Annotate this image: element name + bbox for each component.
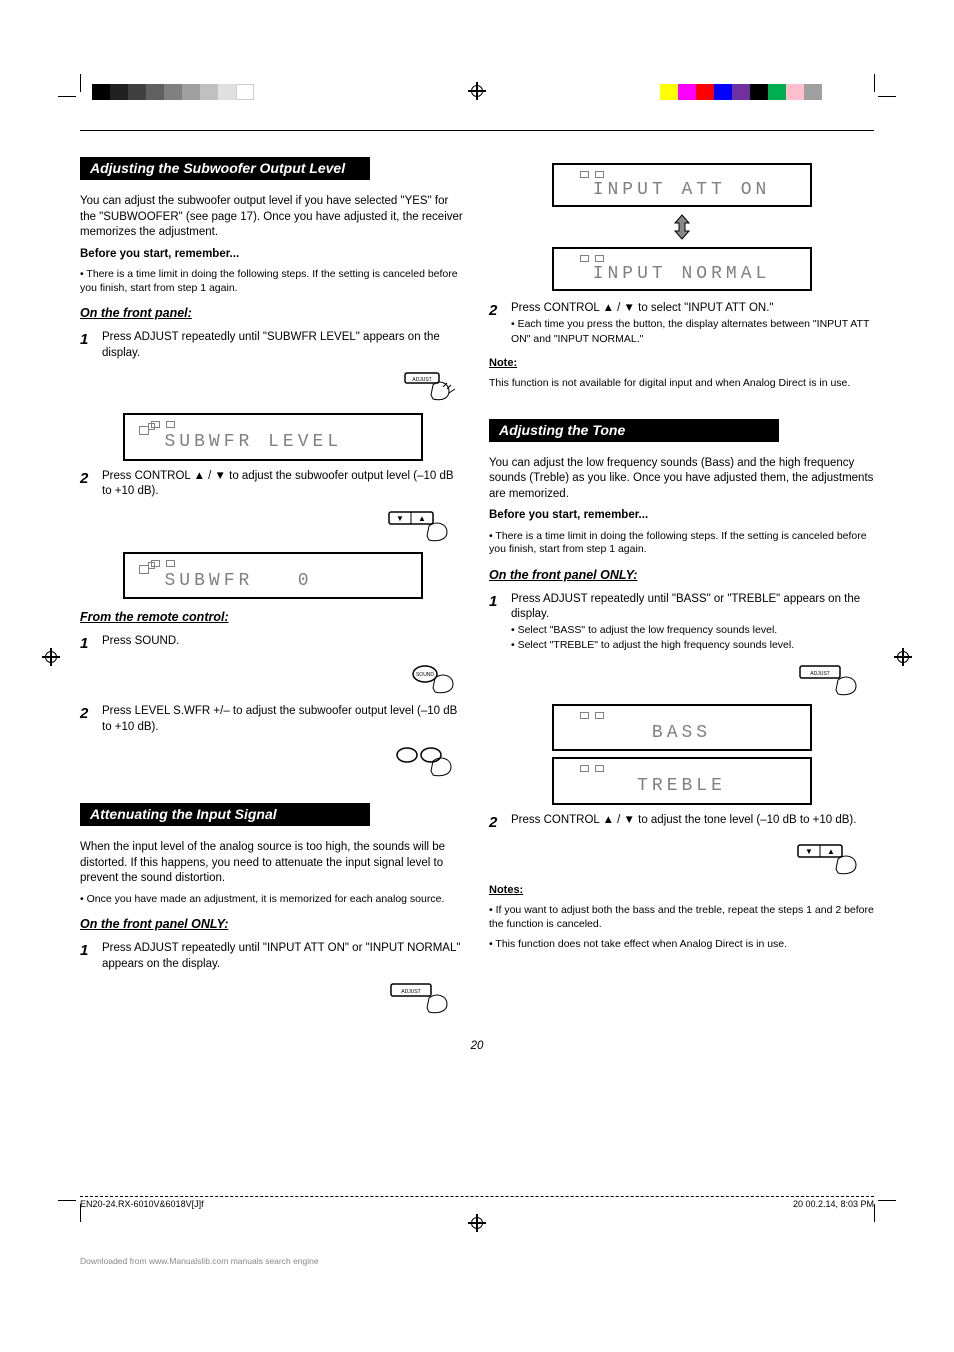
step-text: Press LEVEL S.WFR +/– to adjust the subw…: [102, 704, 465, 735]
step-number: 2: [489, 813, 503, 833]
step-number: 1: [80, 634, 94, 654]
right-column: INPUT ATT ON INPUT NORMAL 2 Press CONTRO…: [489, 153, 874, 1022]
step-sub: • Select "TREBLE" to adjust the high fre…: [511, 639, 794, 651]
lcd-subwfr-value: SUBWFR 0: [123, 552, 423, 599]
lcd-text: INPUT ATT ON: [564, 180, 800, 200]
registration-mark: [468, 82, 486, 100]
svg-text:SOUND: SOUND: [416, 672, 434, 678]
subhead-front-panel: On the front panel:: [80, 305, 465, 322]
step-text: Press ADJUST repeatedly until "BASS" or …: [511, 593, 860, 621]
section-title-attenuate: Attenuating the Input Signal: [80, 803, 370, 826]
color-colorbar: [660, 84, 822, 100]
registration-mark: [42, 648, 60, 666]
crop-mark: [878, 96, 896, 97]
step-number: 2: [80, 469, 94, 500]
svg-text:▲: ▲: [418, 514, 426, 523]
crop-mark: [58, 1200, 76, 1201]
para: • Once you have made an adjustment, it i…: [80, 893, 465, 907]
step-number: 2: [80, 704, 94, 735]
crop-mark: [874, 1204, 875, 1222]
section-title-subwoofer: Adjusting the Subwoofer Output Level: [80, 157, 370, 180]
speaker-icon: [139, 562, 155, 574]
note-text: This function is not available for digit…: [489, 377, 874, 391]
section-title-tone: Adjusting the Tone: [489, 419, 779, 442]
press-control-graphic: ▼ ▲: [80, 508, 465, 544]
step-number: 2: [489, 301, 503, 348]
step-number: 1: [80, 330, 94, 361]
para: Before you start, remember...: [489, 508, 874, 524]
subhead-front-only: On the front panel ONLY:: [489, 567, 874, 584]
lcd-text: INPUT NORMAL: [564, 264, 800, 284]
left-column: Adjusting the Subwoofer Output Level You…: [80, 153, 465, 1022]
note-text: • This function does not take effect whe…: [489, 938, 874, 952]
crop-mark: [58, 96, 76, 97]
lcd-text: SUBWFR LEVEL: [135, 430, 411, 454]
para: When the input level of the analog sourc…: [80, 840, 465, 887]
page-body: Adjusting the Subwoofer Output Level You…: [80, 130, 874, 1052]
step-text: Press SOUND.: [102, 634, 465, 654]
step-text: Press CONTROL ▲ / ▼ to adjust the subwoo…: [102, 469, 465, 500]
svg-text:ADJUST: ADJUST: [412, 377, 431, 383]
press-adjust-graphic: ADJUST: [489, 662, 874, 698]
press-sound-graphic: SOUND: [80, 662, 465, 696]
step-number: 1: [489, 592, 503, 654]
svg-text:ADJUST: ADJUST: [401, 989, 420, 995]
crop-mark: [874, 74, 875, 92]
press-adjust-graphic: ADJUST: [80, 369, 465, 405]
lcd-input-normal: INPUT NORMAL: [552, 247, 812, 291]
para: You can adjust the subwoofer output leve…: [80, 194, 465, 241]
step-sub: • Each time you press the button, the di…: [511, 318, 869, 346]
updown-arrow-icon: [489, 213, 874, 241]
lcd-treble: TREBLE: [552, 757, 812, 804]
svg-text:▼: ▼: [805, 847, 813, 856]
lcd-bass: BASS: [552, 704, 812, 751]
lcd-text: BASS: [564, 721, 800, 745]
svg-text:ADJUST: ADJUST: [810, 671, 829, 677]
para: You can adjust the low frequency sounds …: [489, 456, 874, 503]
page-number: 20: [80, 1040, 874, 1052]
para: • There is a time limit in doing the fol…: [80, 268, 465, 295]
step-text: Press ADJUST repeatedly until "INPUT ATT…: [102, 941, 465, 972]
crop-mark: [80, 74, 81, 92]
lcd-input-att-on: INPUT ATT ON: [552, 163, 812, 207]
step-text: Press CONTROL ▲ / ▼ to adjust the tone l…: [511, 813, 874, 833]
note-text: • If you want to adjust both the bass an…: [489, 904, 874, 931]
note-label: Note:: [489, 357, 517, 369]
note-label: Notes:: [489, 884, 523, 896]
rule-top: [80, 130, 874, 131]
svg-text:▲: ▲: [827, 847, 835, 856]
download-credit: Downloaded from www.Manualslib.com manua…: [80, 1256, 319, 1266]
para: Before you start, remember...: [80, 247, 465, 263]
file-name: EN20-24.RX-6010V&6018V[J]f: [80, 1199, 204, 1209]
subhead-remote: From the remote control:: [80, 609, 465, 626]
para: • There is a time limit in doing the fol…: [489, 530, 874, 557]
step-text: Press ADJUST repeatedly until "SUBWFR LE…: [102, 330, 465, 361]
registration-mark: [894, 648, 912, 666]
step-sub: • Select "BASS" to adjust the low freque…: [511, 624, 777, 636]
crop-mark: [878, 1200, 896, 1201]
gray-colorbar: [92, 84, 254, 100]
press-control-graphic: ▼ ▲: [489, 841, 874, 877]
step-number: 1: [80, 941, 94, 972]
svg-text:▼: ▼: [396, 514, 404, 523]
lcd-text: TREBLE: [564, 774, 800, 798]
registration-mark: [468, 1214, 486, 1232]
press-adjust-graphic: ADJUST: [80, 980, 465, 1016]
subhead-front-only: On the front panel ONLY:: [80, 916, 465, 933]
file-meta: 20 00.2.14, 8:03 PM: [793, 1199, 874, 1209]
lcd-text: SUBWFR 0: [135, 569, 411, 593]
lcd-subwfr-level: SUBWFR LEVEL: [123, 413, 423, 460]
step-text: Press CONTROL ▲ / ▼ to select "INPUT ATT…: [511, 302, 773, 314]
speaker-icon: [139, 423, 155, 435]
press-level-graphic: [80, 743, 465, 779]
